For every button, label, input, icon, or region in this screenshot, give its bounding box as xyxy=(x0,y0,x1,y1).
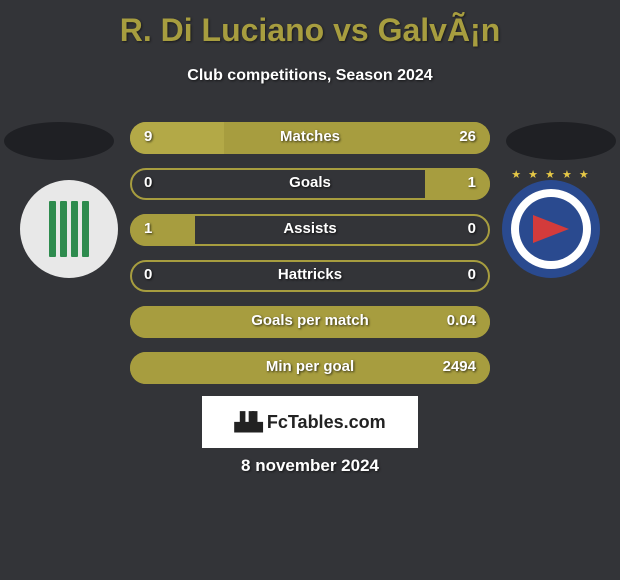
club-badge-left xyxy=(20,180,118,278)
stat-value-right: 0 xyxy=(468,266,476,283)
stat-row: Goals per match0.04 xyxy=(130,306,490,338)
brand-chart-icon: ▟▟▙ xyxy=(234,412,261,433)
stat-label: Assists xyxy=(130,220,490,237)
stat-bars-container: Matches926Goals01Assists10Hattricks00Goa… xyxy=(130,122,490,398)
stat-label: Matches xyxy=(130,128,490,145)
player-right-silhouette xyxy=(506,122,616,160)
stat-value-left: 0 xyxy=(144,174,152,191)
stat-value-left: 0 xyxy=(144,266,152,283)
club-badge-right-pennant xyxy=(533,215,569,243)
stat-row: Goals0 1 xyxy=(130,168,490,200)
brand-watermark: ▟▟▙ FcTables.com xyxy=(202,396,418,448)
comparison-subtitle: Club competitions, Season 2024 xyxy=(0,67,620,85)
comparison-title: R. Di Luciano vs GalvÃ¡n xyxy=(0,0,620,49)
stat-label: Goals xyxy=(130,174,490,191)
club-badge-right-stars: ★ ★ ★ ★ ★ xyxy=(502,168,600,181)
stat-row: Hattricks0 0 xyxy=(130,260,490,292)
player-left-silhouette xyxy=(4,122,114,160)
stat-label: Hattricks xyxy=(130,266,490,283)
stat-value-left: 1 xyxy=(144,220,152,237)
stat-label: Goals per match xyxy=(130,312,490,329)
club-badge-right: ★ ★ ★ ★ ★ xyxy=(502,180,600,278)
stat-value-right: 0.04 xyxy=(447,312,476,329)
stat-row: Assists1 0 xyxy=(130,214,490,246)
stat-value-right: 0 xyxy=(468,220,476,237)
stat-row: Min per goal2494 xyxy=(130,352,490,384)
stat-value-left: 9 xyxy=(144,128,152,145)
stat-row: Matches9 26 xyxy=(130,122,490,154)
club-badge-right-inner xyxy=(511,189,591,269)
stat-value-right: 2494 xyxy=(443,358,476,375)
club-badge-left-stripes xyxy=(34,194,104,264)
snapshot-date: 8 november 2024 xyxy=(0,456,620,476)
stat-label: Min per goal xyxy=(130,358,490,375)
stat-value-right: 1 xyxy=(468,174,476,191)
stat-value-right: 26 xyxy=(459,128,476,145)
brand-text: FcTables.com xyxy=(267,412,386,433)
